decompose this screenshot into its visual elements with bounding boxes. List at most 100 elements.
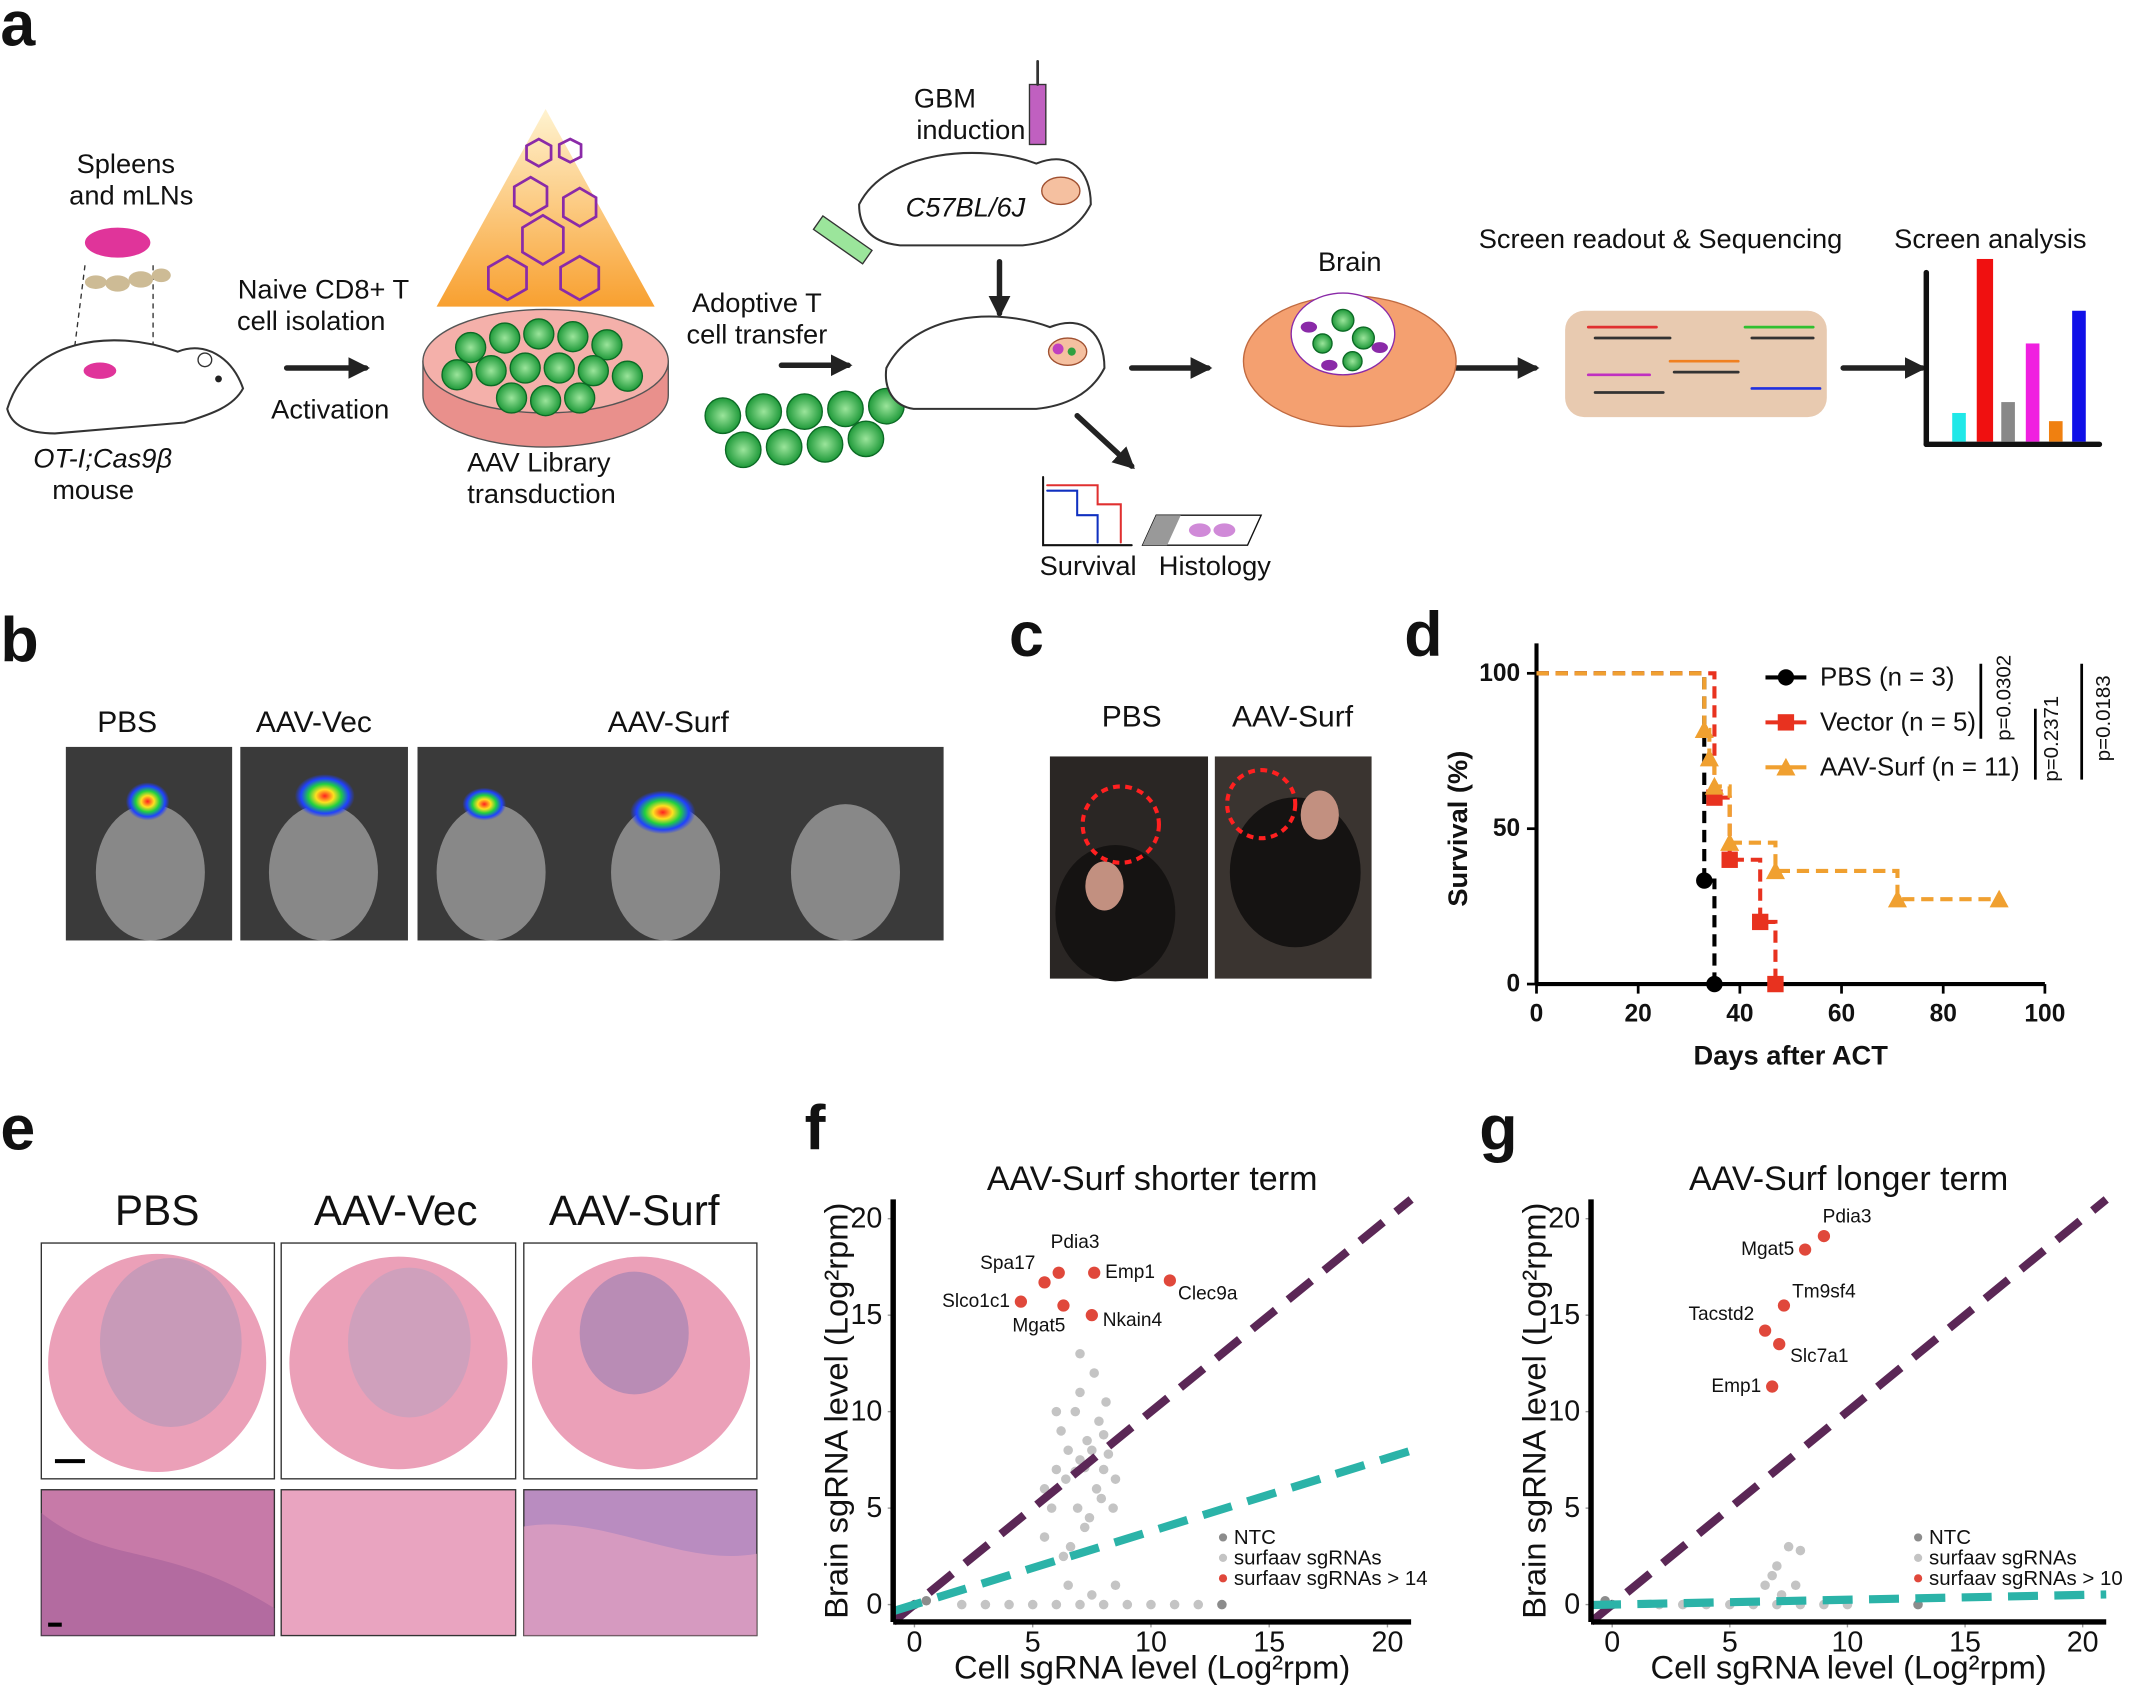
schematic-shape — [1371, 342, 1388, 354]
mouse-photo — [1049, 756, 1372, 982]
legend-label: Vector (n = 5) — [1820, 708, 1976, 736]
schematic-shape — [765, 428, 803, 466]
point-label: Tacstd2 — [1688, 1304, 1754, 1325]
data-point — [1767, 1570, 1777, 1581]
mouse-photo — [1300, 790, 1339, 840]
panel-label: c — [1009, 600, 1044, 670]
schematic-shape — [1342, 350, 1363, 372]
point-label: Tm9sf4 — [1792, 1281, 1856, 1302]
y-axis-label: Brain sgRNA level (Log²rpm) — [1515, 1203, 1552, 1619]
point-label: Mgat5 — [1741, 1239, 1794, 1260]
data-point — [1163, 1274, 1177, 1287]
diagram-text: Screen readout & Sequencing — [1479, 223, 1843, 254]
panel-label: f — [805, 1094, 826, 1164]
data-point — [1122, 1599, 1133, 1610]
point-label: Emp1 — [1105, 1262, 1155, 1283]
reference-line — [1588, 1196, 2109, 1626]
data-point — [1098, 1464, 1109, 1475]
data-point — [1075, 1599, 1085, 1610]
marker — [1765, 861, 1785, 880]
schematic-shape — [441, 359, 473, 391]
data-point — [1039, 1484, 1050, 1494]
x-tick-label: 5 — [1722, 1626, 1738, 1658]
diagram-text: cell isolation — [237, 305, 385, 336]
data-point — [1760, 1580, 1770, 1591]
schematic-shape — [84, 227, 151, 258]
x-tick-label: 40 — [1726, 1001, 1753, 1028]
schematic-shape — [487, 254, 528, 302]
y-tick-label: 0 — [866, 1589, 882, 1621]
schematic-shape — [509, 352, 541, 384]
schematic-shape — [2025, 343, 2040, 442]
schematic-shape — [6, 59, 2103, 547]
schematic-shape — [591, 329, 623, 361]
schematic-shape — [827, 390, 864, 428]
panel-label: a — [0, 0, 36, 60]
schematic-shape — [806, 425, 844, 463]
data-point — [1091, 1484, 1102, 1494]
data-point — [1758, 1324, 1772, 1337]
legend-marker — [1218, 1574, 1228, 1583]
histology-photo — [41, 1512, 275, 1636]
data-point — [1065, 1541, 1076, 1552]
data-point — [1795, 1545, 1806, 1556]
diagram-text: C57BL/6J — [906, 192, 1026, 223]
x-tick-label: 20 — [1625, 1001, 1652, 1028]
y-tick-label: 15 — [850, 1299, 882, 1331]
schematic-shape — [1042, 476, 1133, 547]
imaging-photo — [95, 804, 205, 941]
data-point — [956, 1599, 967, 1610]
schematic-shape — [1923, 269, 2103, 448]
point-label: Mgat5 — [1012, 1315, 1065, 1336]
schematic-shape — [1188, 523, 1236, 538]
schematic-shape — [564, 382, 596, 414]
schematic-shape — [489, 322, 521, 354]
x-tick-label: 0 — [1604, 1626, 1620, 1658]
schematic-shape — [1028, 83, 1047, 146]
schematic-shape — [83, 362, 117, 379]
data-point — [1072, 1503, 1083, 1513]
x-tick-label: 10 — [1832, 1626, 1864, 1658]
p-value: p=0.0302 — [1993, 655, 2016, 741]
data-point — [1039, 1532, 1050, 1542]
legend-label: surfaav sgRNAs > 10 — [1929, 1567, 2123, 1590]
y-tick-label: 20 — [850, 1203, 882, 1235]
mouse-photo — [1055, 845, 1176, 982]
schematic-shape — [2072, 310, 2086, 442]
y-tick-label: 10 — [1548, 1396, 1580, 1428]
data-point — [1103, 1449, 1114, 1459]
schematic-shape — [704, 387, 905, 469]
schematic-shape — [745, 393, 783, 431]
schematic-shape — [1046, 489, 1099, 544]
marker — [1696, 872, 1713, 889]
legend-marker — [1218, 1533, 1228, 1542]
schematic-shape — [1188, 523, 1211, 538]
histology-photo — [347, 1267, 471, 1418]
diagram-text: cell transfer — [686, 318, 827, 349]
schematic-shape — [1067, 347, 1076, 356]
legend-marker — [1776, 757, 1796, 776]
legend-label: PBS (n = 3) — [1820, 663, 1954, 691]
data-point — [1079, 1522, 1090, 1533]
schematic-shape — [704, 397, 742, 435]
legend-label: surfaav sgRNAs — [1234, 1546, 1382, 1569]
schematic-shape — [724, 431, 762, 469]
panel-label: e — [0, 1094, 35, 1164]
data-point — [1096, 1493, 1107, 1504]
diagram-text: Histology — [1159, 550, 1271, 581]
data-point — [1101, 1397, 1111, 1407]
y-tick-label: 100 — [1479, 660, 1520, 687]
schematic-shape — [858, 151, 1092, 247]
data-point — [980, 1599, 991, 1610]
schematic-shape — [1586, 325, 1822, 394]
data-point — [1058, 1551, 1069, 1562]
schematic-shape — [84, 268, 171, 292]
schematic-shape — [2001, 402, 2015, 442]
imaging-photo — [294, 774, 355, 818]
schematic-shape — [847, 420, 885, 458]
y-tick-label: 10 — [850, 1396, 882, 1428]
schematic-shape — [105, 275, 130, 292]
x-tick-label: 100 — [2024, 1001, 2065, 1028]
